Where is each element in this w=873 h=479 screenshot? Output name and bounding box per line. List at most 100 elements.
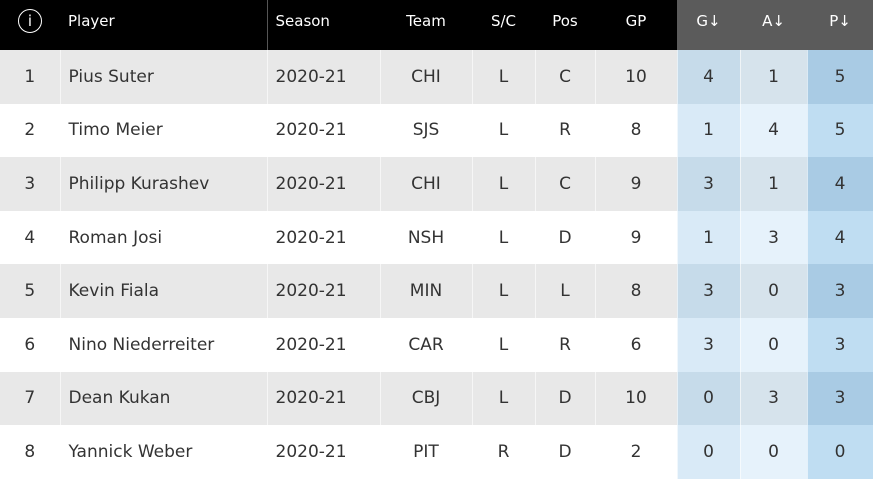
table-cell: CHI (380, 50, 473, 104)
table-cell: C (535, 157, 596, 211)
table-cell: Nino Niederreiter (60, 317, 268, 372)
table-cell: 4 (740, 103, 808, 158)
table-cell: L (472, 317, 536, 372)
table-cell: 1 (740, 50, 808, 104)
table-cell: 3 (677, 317, 741, 372)
table-body: 1 Pius Suter 2020-21 CHI L C 10 4 1 5 2 Timo Meier 2… (0, 50, 873, 479)
table-cell: 2020-21 (266, 317, 381, 372)
table-cell: 2020-21 (266, 371, 381, 426)
table-cell: 1 (677, 103, 741, 158)
column-header[interactable]: G↓ (677, 0, 740, 50)
table-cell: CBJ (380, 371, 473, 426)
table-cell: 5 (807, 50, 873, 104)
table-cell: 0 (807, 425, 873, 479)
table-cell: 3 (740, 371, 808, 426)
column-header[interactable]: A↓ (740, 0, 807, 50)
column-header[interactable]: Season (266, 0, 380, 50)
table-cell: 2 (595, 425, 678, 479)
info-icon[interactable]: i (18, 9, 42, 33)
table-cell: Roman Josi (60, 210, 268, 265)
table-cell: 0 (740, 425, 808, 479)
table-cell: PIT (380, 425, 473, 479)
table-cell: CAR (380, 317, 473, 372)
table-cell: R (472, 425, 536, 479)
table-cell: L (472, 264, 536, 318)
table-cell: 1 (677, 210, 741, 265)
table-cell: 3 (807, 264, 873, 318)
table-cell: L (472, 157, 536, 211)
table-cell: 4 (0, 210, 61, 265)
table-cell: CHI (380, 157, 473, 211)
table-row: 7 Dean Kukan 2020-21 CBJ L D 10 0 3 3 (0, 371, 873, 426)
table-cell: 9 (595, 210, 678, 265)
table-row: 2 Timo Meier 2020-21 SJS L R 8 1 4 5 (0, 103, 873, 158)
table-cell: 9 (595, 157, 678, 211)
table-cell: 2020-21 (266, 157, 381, 211)
column-header[interactable]: GP (595, 0, 677, 50)
table-cell: Pius Suter (60, 50, 268, 104)
table-cell: 8 (595, 264, 678, 318)
table-cell: C (535, 50, 596, 104)
table-row: 4 Roman Josi 2020-21 NSH L D 9 1 3 4 (0, 210, 873, 265)
table-cell: 7 (0, 371, 61, 426)
table-cell: 10 (595, 371, 678, 426)
table-row: 5 Kevin Fiala 2020-21 MIN L L 8 3 0 3 (0, 264, 873, 318)
table-cell: Timo Meier (60, 103, 268, 158)
table-cell: 4 (807, 157, 873, 211)
table-cell: R (535, 317, 596, 372)
table-cell: 2020-21 (266, 103, 381, 158)
table-cell: 8 (0, 425, 61, 479)
table-row: 8 Yannick Weber 2020-21 PIT R D 2 0 0 0 (0, 425, 873, 479)
column-header[interactable]: S/C (472, 0, 535, 50)
table-cell: 4 (677, 50, 741, 104)
table-cell: L (535, 264, 596, 318)
table-cell: 3 (740, 210, 808, 265)
table-cell: 2020-21 (266, 210, 381, 265)
table-cell: 4 (807, 210, 873, 265)
table-cell: 3 (0, 157, 61, 211)
table-cell: 1 (740, 157, 808, 211)
table-cell: 10 (595, 50, 678, 104)
table-cell: 0 (677, 371, 741, 426)
table-cell: 6 (0, 317, 61, 372)
table-cell: 2020-21 (266, 264, 381, 318)
table-cell: D (535, 210, 596, 265)
table-cell: MIN (380, 264, 473, 318)
table-cell: Kevin Fiala (60, 264, 268, 318)
table-cell: NSH (380, 210, 473, 265)
table-cell: 2020-21 (266, 50, 381, 104)
table-row: 1 Pius Suter 2020-21 CHI L C 10 4 1 5 (0, 50, 873, 104)
table-cell: D (535, 425, 596, 479)
table-cell: 2020-21 (266, 425, 381, 479)
column-header[interactable]: Team (380, 0, 472, 50)
table-cell: L (472, 103, 536, 158)
table-cell: 6 (595, 317, 678, 372)
table-cell: 2 (0, 103, 61, 158)
table-cell: L (472, 50, 536, 104)
table-row: 3 Philipp Kurashev 2020-21 CHI L C 9 3 1 4 (0, 157, 873, 211)
header-row: i Player Season Team S/C Pos GP G↓ A↓ P↓ (0, 0, 873, 50)
table-cell: 0 (677, 425, 741, 479)
info-header: i (0, 0, 60, 50)
table-cell: R (535, 103, 596, 158)
table-cell: L (472, 210, 536, 265)
table-cell: L (472, 371, 536, 426)
table-cell: 3 (677, 264, 741, 318)
table-cell: D (535, 371, 596, 426)
column-header[interactable]: Player (60, 0, 267, 50)
column-header[interactable]: Pos (535, 0, 595, 50)
table-cell: Yannick Weber (60, 425, 268, 479)
table-cell: 3 (677, 157, 741, 211)
column-header[interactable]: P↓ (807, 0, 873, 50)
table-cell: SJS (380, 103, 473, 158)
table-cell: 1 (0, 50, 61, 104)
table-cell: Philipp Kurashev (60, 157, 268, 211)
table-cell: 0 (740, 317, 808, 372)
table-row: 6 Nino Niederreiter 2020-21 CAR L R 6 3 0 3 (0, 317, 873, 372)
table-cell: 3 (807, 317, 873, 372)
table-cell: 0 (740, 264, 808, 318)
table-cell: 8 (595, 103, 678, 158)
table-cell: 5 (0, 264, 61, 318)
